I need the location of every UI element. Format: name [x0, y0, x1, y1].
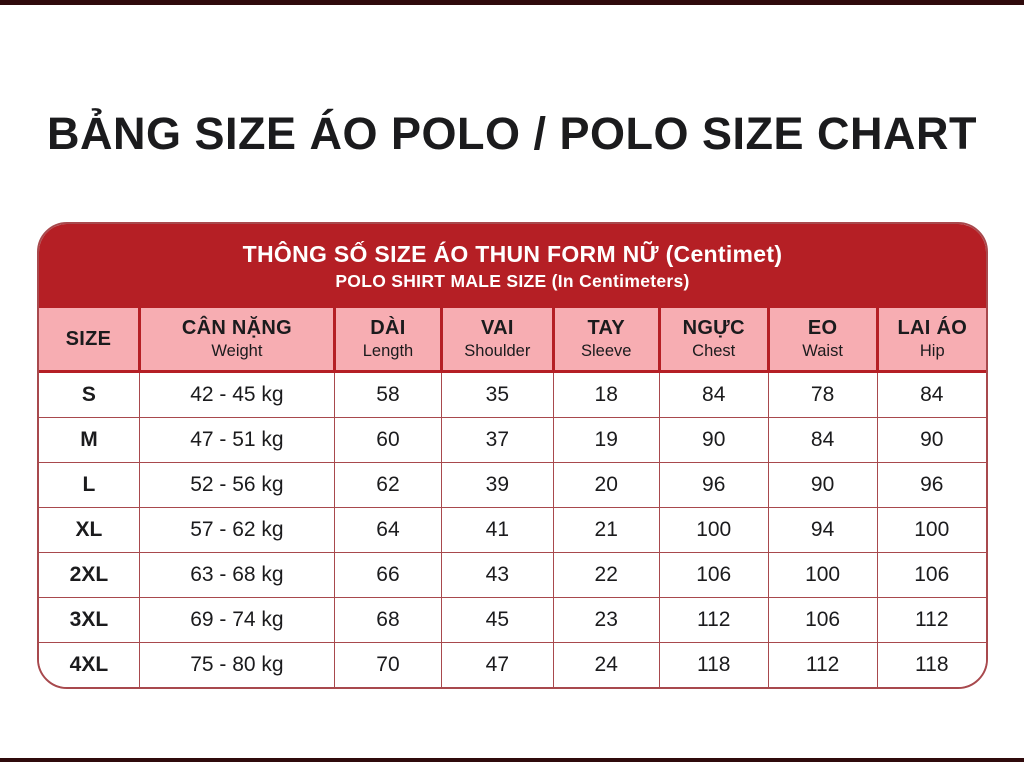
value-cell: 100	[767, 552, 878, 598]
column-header-lai-o: LAI ÁO Hip	[875, 308, 986, 373]
column-label: TAY	[587, 317, 626, 339]
size-chart-grid: SIZE CÂN NẶNG Weight DÀI Length VAI Shoulder TA…	[39, 308, 986, 687]
size-cell: 2XL	[39, 552, 140, 598]
value-cell: 42 - 45 kg	[138, 371, 335, 418]
column-header-size: SIZE	[39, 308, 141, 373]
value-cell: 22	[552, 552, 660, 598]
column-sublabel: Length	[362, 342, 414, 360]
column-header-c-n-n-ng: CÂN NẶNG Weight	[137, 308, 336, 373]
value-cell: 84	[658, 371, 769, 418]
value-cell: 39	[440, 462, 554, 508]
table-row-size-m: M 47 - 51 kg 60 37 19 90 84 90	[39, 417, 986, 463]
value-cell: 43	[440, 552, 554, 598]
column-label: CÂN NẶNG	[181, 317, 293, 339]
column-sublabel: Waist	[802, 342, 843, 360]
value-cell: 100	[876, 507, 986, 553]
size-cell: L	[39, 462, 140, 508]
value-cell: 106	[658, 552, 769, 598]
table-row-size-s: S 42 - 45 kg 58 35 18 84 78 84	[39, 371, 986, 418]
value-cell: 112	[767, 642, 878, 687]
banner-title-english: POLO SHIRT MALE SIZE (In Centimeters)	[335, 270, 690, 291]
value-cell: 58	[333, 371, 442, 418]
value-cell: 47	[440, 642, 554, 687]
column-sublabel: Weight	[211, 342, 263, 360]
value-cell: 118	[876, 642, 986, 687]
column-sublabel: Sleeve	[581, 342, 632, 360]
column-header-vai: VAI Shoulder	[439, 308, 555, 373]
size-chart-body: S 42 - 45 kg 58 35 18 84 78 84 M 47 - 51 kg 60 37 19…	[39, 371, 986, 687]
column-sublabel: Shoulder	[464, 342, 531, 360]
bottom-border-bar	[0, 758, 1024, 762]
size-cell: 4XL	[39, 642, 140, 687]
value-cell: 84	[876, 371, 986, 418]
value-cell: 47 - 51 kg	[138, 417, 335, 463]
value-cell: 96	[658, 462, 769, 508]
banner-title-vietnamese: THÔNG SỐ SIZE ÁO THUN FORM NỮ (Centimet)	[242, 240, 783, 267]
value-cell: 90	[876, 417, 986, 463]
value-cell: 21	[552, 507, 660, 553]
value-cell: 35	[440, 371, 554, 418]
value-cell: 18	[552, 371, 660, 418]
value-cell: 69 - 74 kg	[138, 597, 335, 643]
value-cell: 112	[658, 597, 769, 643]
table-row-size-xl: XL 57 - 62 kg 64 41 21 100 94 100	[39, 507, 986, 553]
value-cell: 100	[658, 507, 769, 553]
column-header-tay: TAY Sleeve	[551, 308, 661, 373]
size-cell: 3XL	[39, 597, 140, 643]
value-cell: 75 - 80 kg	[138, 642, 335, 687]
column-label: DÀI	[370, 317, 406, 339]
page-title: BẢNG SIZE ÁO POLO / POLO SIZE CHART	[46, 108, 978, 160]
value-cell: 60	[333, 417, 442, 463]
header-row: SIZE CÂN NẶNG Weight DÀI Length VAI Shoulder TA…	[39, 308, 986, 373]
column-sublabel: Chest	[692, 342, 736, 360]
value-cell: 66	[333, 552, 442, 598]
value-cell: 62	[333, 462, 442, 508]
size-cell: XL	[39, 507, 140, 553]
value-cell: 112	[876, 597, 986, 643]
column-label: LAI ÁO	[897, 317, 968, 339]
value-cell: 96	[876, 462, 986, 508]
column-sublabel: Hip	[919, 342, 945, 360]
value-cell: 68	[333, 597, 442, 643]
column-label: EO	[807, 317, 838, 339]
table-row-size-2xl: 2XL 63 - 68 kg 66 43 22 106 100 106	[39, 552, 986, 598]
value-cell: 20	[552, 462, 660, 508]
value-cell: 57 - 62 kg	[138, 507, 335, 553]
value-cell: 84	[767, 417, 878, 463]
value-cell: 37	[440, 417, 554, 463]
value-cell: 45	[440, 597, 554, 643]
size-cell: M	[39, 417, 140, 463]
table-row-size-4xl: 4XL 75 - 80 kg 70 47 24 118 112 118	[39, 642, 986, 687]
table-banner: THÔNG SỐ SIZE ÁO THUN FORM NỮ (Centimet)…	[39, 224, 986, 308]
column-label: NGỰC	[682, 317, 745, 339]
value-cell: 78	[767, 371, 878, 418]
value-cell: 24	[552, 642, 660, 687]
value-cell: 94	[767, 507, 878, 553]
top-border-bar	[0, 0, 1024, 5]
size-chart-header-row: SIZE CÂN NẶNG Weight DÀI Length VAI Shoulder TA…	[39, 308, 986, 373]
value-cell: 41	[440, 507, 554, 553]
value-cell: 106	[767, 597, 878, 643]
value-cell: 19	[552, 417, 660, 463]
value-cell: 118	[658, 642, 769, 687]
value-cell: 52 - 56 kg	[138, 462, 335, 508]
table-row-size-3xl: 3XL 69 - 74 kg 68 45 23 112 106 112	[39, 597, 986, 643]
column-label: SIZE	[65, 327, 112, 350]
column-header-ng-c: NGỰC Chest	[657, 308, 770, 373]
size-cell: S	[39, 371, 140, 418]
value-cell: 63 - 68 kg	[138, 552, 335, 598]
value-cell: 64	[333, 507, 442, 553]
value-cell: 90	[658, 417, 769, 463]
size-chart-table: THÔNG SỐ SIZE ÁO THUN FORM NỮ (Centimet)…	[37, 222, 988, 689]
value-cell: 70	[333, 642, 442, 687]
value-cell: 106	[876, 552, 986, 598]
value-cell: 23	[552, 597, 660, 643]
column-label: VAI	[480, 317, 514, 339]
column-header-d-i: DÀI Length	[332, 308, 443, 373]
column-header-eo: EO Waist	[766, 308, 879, 373]
table-row-size-l: L 52 - 56 kg 62 39 20 96 90 96	[39, 462, 986, 508]
value-cell: 90	[767, 462, 878, 508]
